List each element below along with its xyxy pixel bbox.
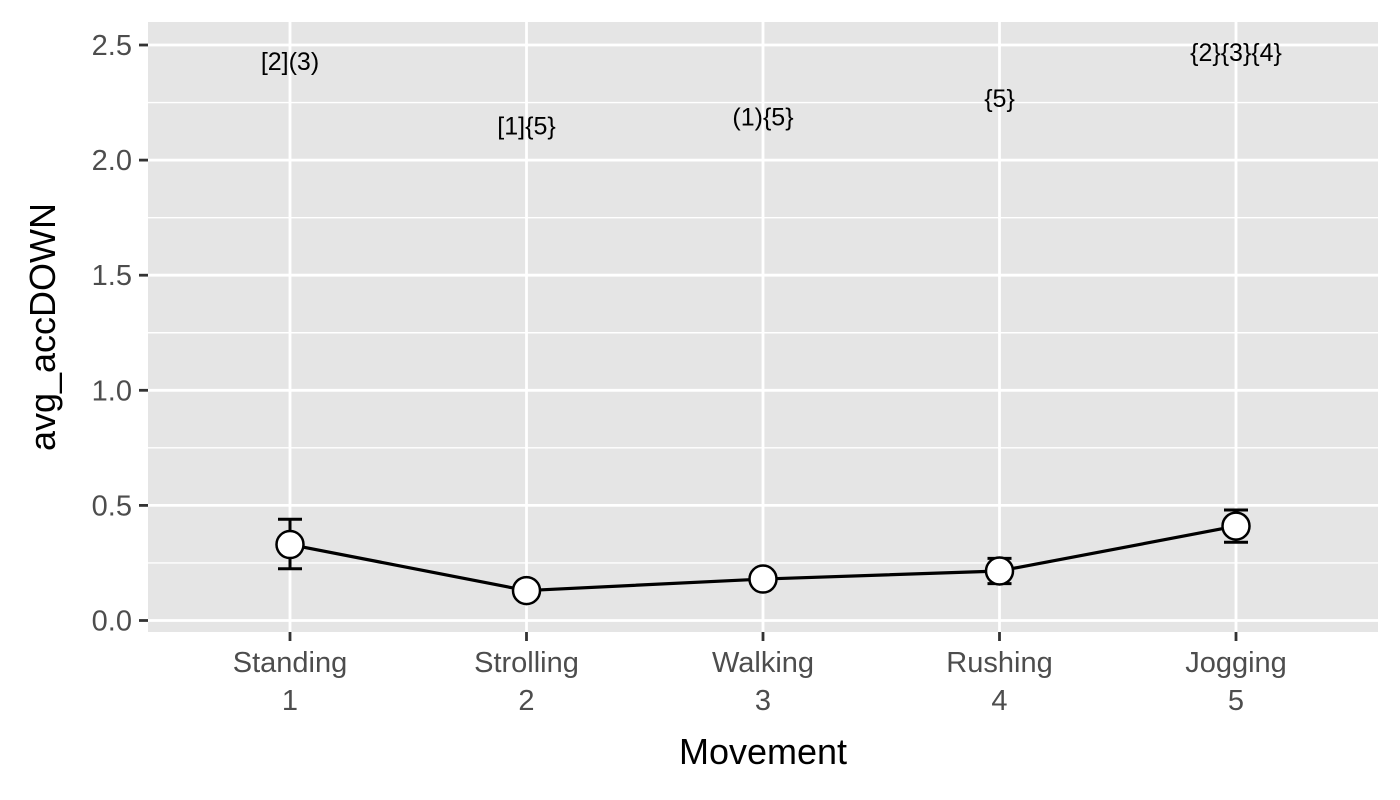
- data-point: [748, 564, 778, 594]
- x-tick-index: 1: [282, 685, 298, 717]
- annotation-label: [1]{5}: [497, 113, 555, 141]
- annotation-label: [2](3): [261, 48, 319, 76]
- x-tick-label: Rushing: [946, 647, 1052, 679]
- annotations: [2](3) [1]{5} (1){5} {5} {2}{3}{4}: [261, 39, 1282, 141]
- x-tick-label: Standing: [233, 647, 348, 679]
- y-tick-label: 2.5: [92, 30, 132, 62]
- x-tick-index: 3: [755, 685, 771, 717]
- annotation-label: {2}{3}{4}: [1190, 39, 1282, 67]
- y-tick-label: 0.0: [92, 605, 132, 637]
- x-tick-label: Jogging: [1185, 647, 1287, 679]
- annotation-label: (1){5}: [732, 103, 793, 131]
- data-point: [511, 575, 542, 606]
- x-tick-label: Walking: [712, 647, 814, 679]
- y-tick-label: 1.0: [92, 375, 132, 407]
- y-tick-label: 1.5: [92, 260, 132, 292]
- grid: [148, 22, 1378, 632]
- data-point: [984, 556, 1015, 586]
- x-tick-label: Strolling: [474, 647, 579, 679]
- y-axis-title: avg_accDOWN: [22, 203, 63, 451]
- x-tick-index: 4: [991, 685, 1007, 717]
- y-tick-label: 2.0: [92, 145, 132, 177]
- x-axis: Standing 1 Strolling 2 Walking 3 Rushing 4 Joggi…: [233, 632, 1287, 717]
- x-tick-index: 5: [1228, 685, 1244, 717]
- x-axis-title: Movement: [679, 731, 847, 772]
- data-point: [1221, 511, 1251, 541]
- y-tick-label: 0.5: [92, 490, 132, 522]
- data-point: [275, 529, 305, 560]
- y-axis: 0.0 0.5 1.0 1.5 2.0 2.5: [92, 30, 148, 637]
- series: [275, 508, 1251, 606]
- x-tick-index: 2: [518, 685, 534, 717]
- annotation-label: {5}: [984, 85, 1015, 113]
